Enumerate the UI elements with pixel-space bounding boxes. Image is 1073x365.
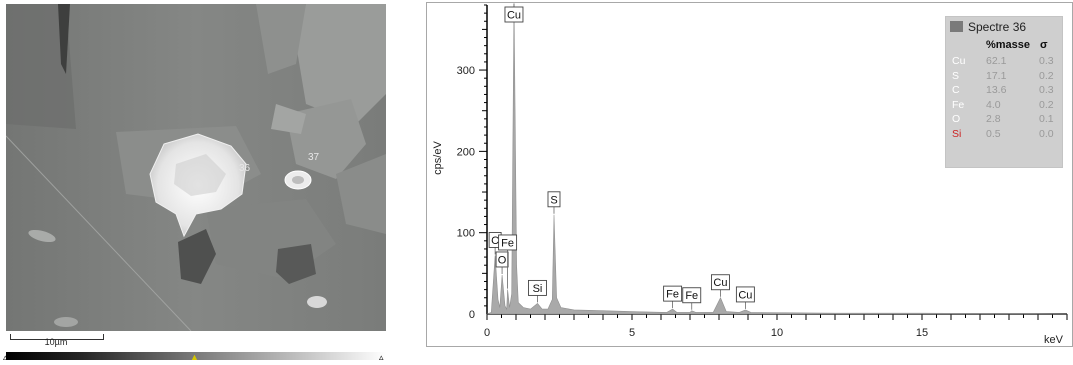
legend-mass: 17.1 (986, 69, 1007, 82)
peak-label-box (528, 279, 547, 296)
peak-label: Fe (682, 287, 702, 310)
peak-label-text: S (550, 194, 557, 206)
quantification-legend: Spectre 36 %masse σ Cu 62.1 0.3 S 17.1 0.2 C 13… (945, 16, 1063, 168)
y-tick-label: 200 (457, 146, 475, 158)
peak-label: Cu (711, 274, 730, 297)
legend-row: C 13.6 0.3 (946, 84, 1062, 98)
peak-label: S (547, 191, 561, 214)
spot-label-36: 36 (239, 163, 251, 174)
legend-element: C (952, 84, 960, 96)
peak-label-text: Si (533, 283, 543, 295)
peak-label-text: Fe (666, 289, 679, 301)
peak-label-text: Cu (713, 277, 727, 289)
legend-row: Si 0.5 0.0 (946, 128, 1062, 142)
legend-sigma: 0.3 (1039, 55, 1054, 67)
peak-labels: Cu S CO Fe Si Fe Fe Cu Cu (488, 4, 755, 310)
peak-label: Cu (735, 286, 755, 309)
y-tick-label: 100 (457, 228, 475, 240)
y-tick-label: 0 (469, 309, 475, 321)
scale-bar: 10µm (10, 334, 104, 347)
peak-label: O (495, 251, 509, 274)
gradient-min-marker-icon[interactable]: ▵ (3, 352, 8, 362)
peak-label: Si (528, 279, 547, 303)
legend-header-sigma: σ (1040, 39, 1048, 51)
legend-element: Cu (952, 55, 966, 67)
peak-label-box (682, 287, 702, 304)
legend-swatch (950, 21, 963, 32)
peak-label-box (495, 251, 509, 268)
spectrum-panel: 0 5 10 15 0 100 200 300 Cu S C O Fe Si Fe Fe Cu Cu keV c… (426, 2, 1073, 347)
legend-row: S 17.1 0.2 (946, 70, 1062, 84)
legend-sigma: 0.2 (1039, 98, 1054, 111)
y-axis-label: cps/eV (432, 141, 444, 175)
peak-label: Fe (498, 234, 518, 289)
legend-sigma: 0.1 (1039, 113, 1054, 125)
peak-label-text: Fe (501, 237, 514, 249)
legend-title: Spectre 36 (968, 20, 1027, 34)
peak-label-box (504, 6, 524, 23)
x-axis-label: keV (1044, 334, 1064, 346)
scale-bar-label: 10µm (44, 337, 68, 347)
y-tick-label: 300 (457, 65, 475, 77)
x-tick-label: 10 (771, 327, 783, 339)
legend-sigma: 0.0 (1039, 127, 1054, 140)
grayscale-gradient-bar (6, 352, 386, 360)
peak-label-box (711, 274, 730, 291)
legend-sigma: 0.2 (1039, 69, 1054, 82)
legend-mass: 0.5 (986, 127, 1001, 140)
legend-mass: 13.6 (986, 84, 1007, 96)
x-tick-label: 0 (484, 327, 490, 339)
sem-micrograph: 36 37 (6, 4, 386, 331)
legend-row: Fe 4.0 0.2 (946, 99, 1062, 113)
legend-header-mass: %masse (986, 39, 1031, 51)
x-tick-label: 15 (916, 327, 928, 339)
peak-label-text: Fe (685, 290, 698, 302)
legend-sigma: 0.3 (1039, 84, 1054, 96)
peak-label-box (547, 191, 561, 208)
legend-row: Cu 62.1 0.3 (946, 55, 1062, 69)
peak-label: C (488, 232, 502, 255)
spot-label-37: 37 (308, 152, 320, 163)
legend-element: O (952, 113, 961, 125)
peak-label-text: O (498, 254, 507, 266)
peak-label-text: C (491, 235, 499, 247)
peak-label: Cu (504, 4, 524, 23)
peak-label-text: Cu (738, 289, 752, 301)
peak-label-text: Cu (507, 10, 521, 22)
legend-mass: 62.1 (986, 55, 1007, 67)
legend-element: Si (952, 127, 962, 140)
peak-label-box (498, 234, 518, 251)
peak-label: Fe (663, 285, 683, 309)
spectrum-fill (486, 3, 1068, 315)
peak-label-box (735, 286, 755, 303)
peak-label-box (663, 285, 683, 302)
legend-mass: 4.0 (986, 98, 1001, 111)
x-tick-label: 5 (629, 327, 635, 339)
legend-element: S (952, 69, 960, 82)
gradient-max-marker-icon[interactable]: ▵ (379, 352, 384, 362)
legend-row: O 2.8 0.1 (946, 113, 1062, 127)
gradient-mid-marker-icon[interactable]: ▲ (190, 352, 199, 362)
legend-element: Fe (952, 98, 965, 111)
micrograph-image (6, 4, 386, 331)
scale-bar-line (10, 334, 104, 340)
legend-mass: 2.8 (986, 113, 1001, 125)
